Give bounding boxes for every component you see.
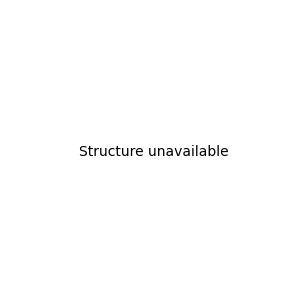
Text: Structure unavailable: Structure unavailable (79, 145, 229, 158)
